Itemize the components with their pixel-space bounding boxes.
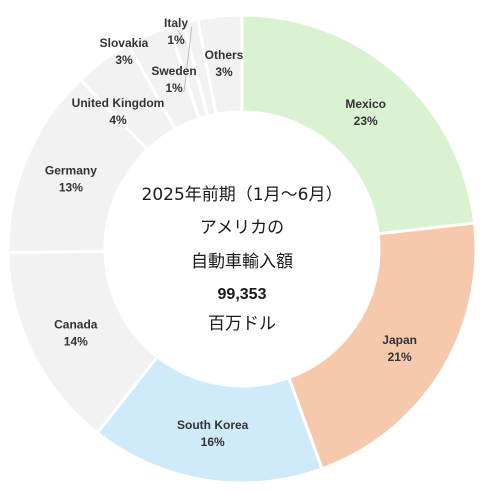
center-label: 2025年前期（1月～6月） アメリカの 自動車輸入額 99,353 百万ドル — [142, 185, 343, 334]
slice-name-sweden: Sweden — [151, 64, 196, 78]
leader-line-sweden — [183, 26, 193, 93]
center-line-period: 2025年前期（1月～6月） — [142, 185, 343, 205]
slice-name-canada: Canada — [54, 317, 98, 331]
slice-value-italy: 1% — [167, 33, 185, 47]
slice-mexico — [240, 13, 477, 236]
slice-labels: Mexico 23% Japan 21% South Korea 16% Canada 14%… — [45, 16, 417, 449]
slice-value-others: 3% — [215, 65, 233, 79]
slice-name-united-kingdom: United Kingdom — [72, 96, 165, 110]
slice-others — [195, 13, 244, 117]
slice-value-japan: 21% — [388, 350, 412, 364]
slice-value-canada: 14% — [64, 334, 88, 348]
slice-name-south-korea: South Korea — [177, 418, 249, 432]
label-leader-lines — [177, 26, 193, 93]
slice-name-mexico: Mexico — [345, 97, 386, 111]
center-total-value: 99,353 — [218, 286, 267, 303]
slice-name-japan: Japan — [382, 333, 417, 347]
slice-value-germany: 13% — [59, 180, 83, 194]
center-line-metric: 自動車輸入額 — [191, 252, 293, 272]
slice-japan — [286, 221, 478, 471]
slice-name-others: Others — [205, 48, 244, 62]
slice-value-mexico: 23% — [354, 114, 378, 128]
center-line-country: アメリカの — [200, 218, 284, 238]
leader-line-italy — [177, 29, 187, 45]
center-unit: 百万ドル — [208, 314, 276, 334]
slice-name-slovakia: Slovakia — [100, 36, 149, 50]
slice-value-south-korea: 16% — [201, 435, 225, 449]
slice-value-sweden: 1% — [165, 81, 183, 95]
slice-name-italy: Italy — [164, 16, 188, 30]
slice-value-united-kingdom: 4% — [109, 113, 127, 127]
slice-name-germany: Germany — [45, 163, 97, 177]
slice-value-slovakia: 3% — [115, 53, 133, 67]
donut-slices — [6, 13, 478, 485]
